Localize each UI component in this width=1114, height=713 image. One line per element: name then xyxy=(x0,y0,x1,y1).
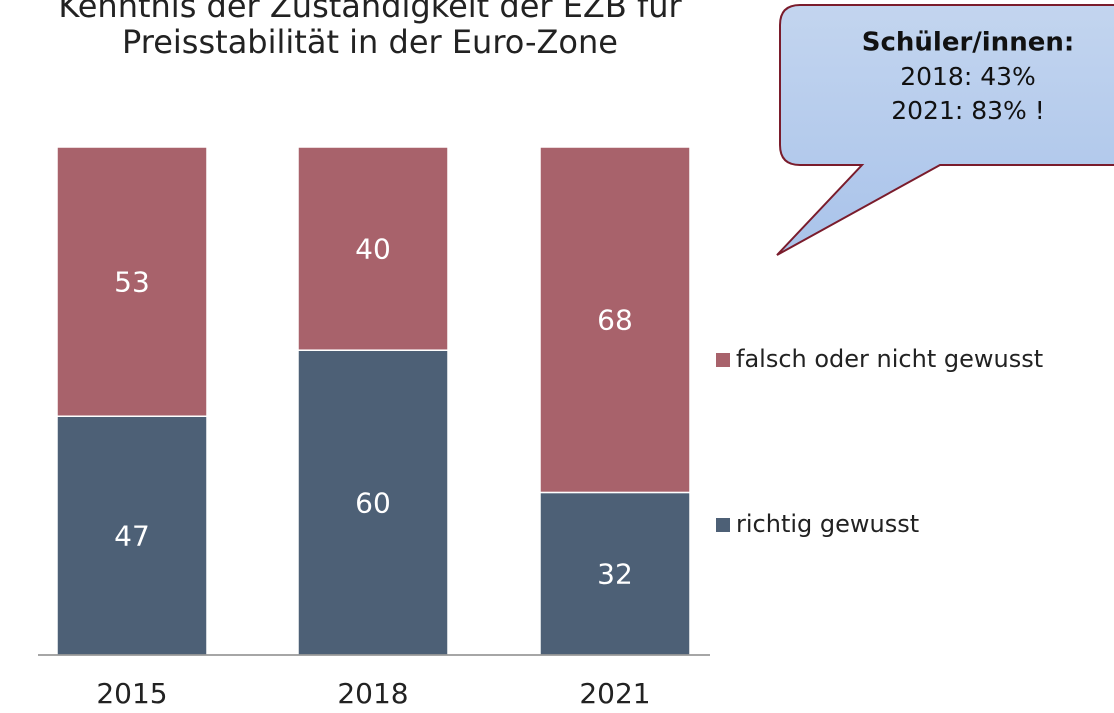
legend-swatch xyxy=(716,518,730,532)
legend-swatch xyxy=(716,353,730,367)
bar-segment xyxy=(297,146,449,351)
data-label: 60 xyxy=(355,487,391,520)
callout-heading: Schüler/innen: xyxy=(862,28,1075,58)
callout-text: 2021: 83% ! xyxy=(891,96,1045,125)
bar-segment xyxy=(539,491,691,656)
bar-segment xyxy=(297,349,449,656)
bar-segment xyxy=(539,146,691,494)
data-label: 40 xyxy=(355,233,391,266)
x-tick-label: 2021 xyxy=(579,677,650,710)
data-label: 53 xyxy=(114,266,150,299)
data-label: 32 xyxy=(597,558,633,591)
bar-segment xyxy=(56,415,208,656)
callout xyxy=(776,4,1114,256)
data-label: 68 xyxy=(597,304,633,337)
chart-title: Preisstabilität in der Euro-Zone xyxy=(122,23,618,61)
legend-label: falsch oder nicht gewusst xyxy=(736,345,1043,373)
chart-title: Kenntnis der Zuständigkeit der EZB für xyxy=(58,0,682,25)
data-label: 47 xyxy=(114,520,150,553)
x-tick-label: 2015 xyxy=(96,677,167,710)
callout-text: 2018: 43% xyxy=(900,62,1036,91)
legend-label: richtig gewusst xyxy=(736,510,919,538)
bar-segment xyxy=(56,146,208,417)
x-tick-label: 2018 xyxy=(337,677,408,710)
